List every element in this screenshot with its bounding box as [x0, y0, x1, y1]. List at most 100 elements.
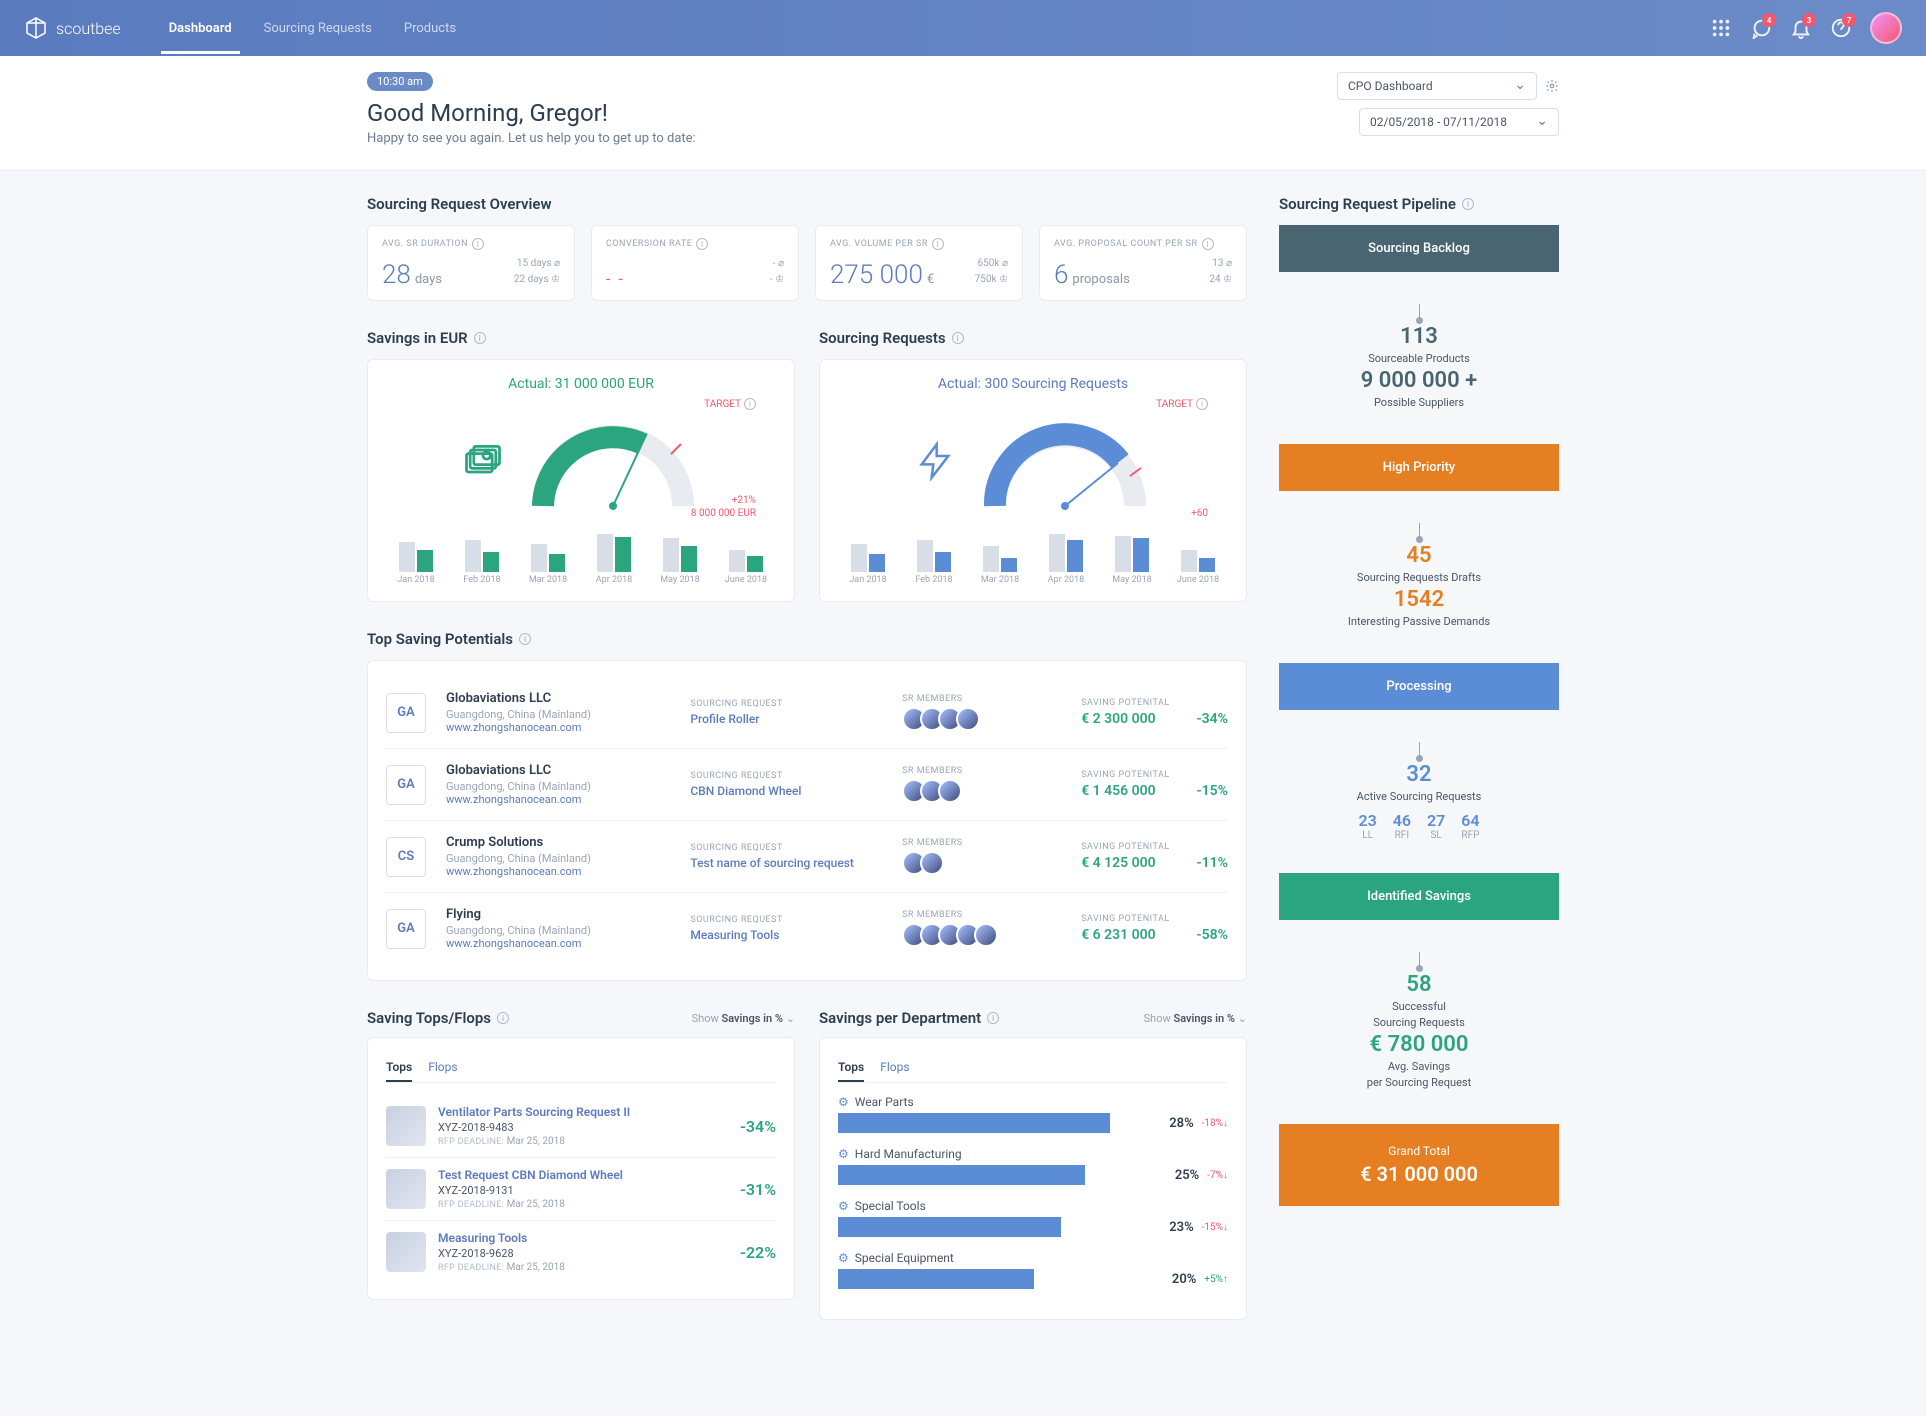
dept-row: ⚙ Wear Parts 28%-18%↓ [838, 1095, 1228, 1133]
greeting: Good Morning, Gregor! [367, 99, 696, 127]
request-link[interactable]: Profile Roller [690, 712, 886, 726]
info-icon[interactable]: i [696, 238, 708, 250]
settings-icon[interactable] [1545, 79, 1559, 93]
company-link[interactable]: www.zhongshanocean.com [446, 793, 674, 806]
member-avatars [902, 923, 1065, 947]
tab-flops[interactable]: Flops [880, 1054, 909, 1082]
company-link[interactable]: www.zhongshanocean.com [446, 865, 674, 878]
potential-row[interactable]: CS Crump SolutionsGuangdong, China (Main… [386, 821, 1228, 893]
request-link[interactable]: Test name of sourcing request [690, 856, 886, 870]
target-label: TARGETi [704, 398, 756, 410]
dept-row: ⚙ Special Tools 23%-15%↓ [838, 1199, 1228, 1237]
info-icon[interactable]: i [474, 332, 486, 344]
messages-icon[interactable]: 4 [1750, 17, 1772, 39]
show-filter[interactable]: Show Savings in % ⌄ [1144, 1012, 1247, 1025]
overview-title: Sourcing Request Overview [367, 195, 1247, 213]
info-icon[interactable]: i [1202, 238, 1214, 250]
pipeline-stage-body: 32Active Sourcing Requests23LL46RFI27SL6… [1279, 710, 1559, 873]
savings-section: Savings in EURi Actual: 31 000 000 EUR T… [367, 329, 795, 602]
kpi-card: CONVERSION RATEi - - - ⌀- ♔ [591, 225, 799, 301]
info-icon[interactable]: i [1462, 198, 1474, 210]
potential-row[interactable]: GA Globaviations LLCGuangdong, China (Ma… [386, 677, 1228, 749]
item-thumb [386, 1232, 426, 1272]
tab-flops[interactable]: Flops [428, 1054, 457, 1082]
pipeline-stage-header: High Priority [1279, 444, 1559, 491]
kpi-card: AVG. PROPOSAL COUNT PER SRi 6proposals 1… [1039, 225, 1247, 301]
topflop-row[interactable]: Measuring ToolsXYZ-2018-9628RFP DEADLINE… [386, 1221, 776, 1283]
item-thumb [386, 1106, 426, 1146]
info-icon[interactable]: i [932, 238, 944, 250]
requests-icon [911, 437, 959, 485]
nav-tabs: Dashboard Sourcing Requests Products [169, 3, 1710, 54]
user-avatar[interactable] [1870, 12, 1902, 44]
bell-icon[interactable]: 3 [1790, 17, 1812, 39]
show-filter[interactable]: Show Savings in % ⌄ [692, 1012, 795, 1025]
item-thumb [386, 1169, 426, 1209]
topflop-row[interactable]: Test Request CBN Diamond WheelXYZ-2018-9… [386, 1158, 776, 1221]
dept-row: ⚙ Hard Manufacturing 25%-7%↓ [838, 1147, 1228, 1185]
link-icon: ⚙ [838, 1199, 849, 1213]
info-icon[interactable]: i [472, 238, 484, 250]
pipeline-stage-header: Identified Savings [1279, 873, 1559, 920]
member-avatars [902, 707, 1065, 731]
pipeline-stage-body: 45Sourcing Requests Drafts1542Interestin… [1279, 491, 1559, 663]
apps-icon[interactable] [1710, 17, 1732, 39]
link-icon: ⚙ [838, 1251, 849, 1265]
tab-tops[interactable]: Tops [386, 1054, 412, 1082]
company-code: GA [386, 909, 426, 949]
topbar-actions: 4 3 7 [1710, 12, 1902, 44]
savings-delta: +21%8 000 000 EUR [691, 494, 756, 520]
info-icon[interactable]: i [952, 332, 964, 344]
topflop-row[interactable]: Ventilator Parts Sourcing Request IIXYZ-… [386, 1095, 776, 1158]
link-icon: ⚙ [838, 1147, 849, 1161]
pipeline-stage-header: Sourcing Backlog [1279, 225, 1559, 272]
dashboard-select[interactable]: CPO Dashboard [1337, 72, 1537, 100]
pipeline-total: Grand Total€ 31 000 000 [1279, 1124, 1559, 1206]
info-icon[interactable]: i [987, 1012, 999, 1024]
dept-row: ⚙ Special Equipment 20%+5%↑ [838, 1251, 1228, 1289]
savings-icon [459, 437, 507, 485]
nav-tab-products[interactable]: Products [404, 3, 456, 54]
kpi-card: AVG. SR DURATIONi 28days 15 days ⌀22 day… [367, 225, 575, 301]
nav-tab-sourcing[interactable]: Sourcing Requests [264, 3, 372, 54]
company-name: Globaviations LLC [446, 763, 674, 778]
nav-tab-dashboard[interactable]: Dashboard [169, 3, 232, 54]
brand-name: scoutbee [56, 19, 121, 38]
messages-badge: 4 [1762, 13, 1776, 27]
pipeline-stage-body: 113Sourceable Products9 000 000 +Possibl… [1279, 272, 1559, 444]
potentials-section: Top Saving Potentialsi GA Globaviations … [367, 630, 1247, 981]
request-link[interactable]: Measuring Tools [690, 928, 886, 942]
info-icon[interactable]: i [519, 633, 531, 645]
tab-tops[interactable]: Tops [838, 1054, 864, 1082]
requests-actual: Actual: 300 Sourcing Requests [838, 376, 1228, 392]
subgreeting: Happy to see you again. Let us help you … [367, 131, 696, 146]
brand-logo[interactable]: scoutbee [24, 16, 121, 40]
topbar: scoutbee Dashboard Sourcing Requests Pro… [0, 0, 1926, 56]
company-name: Crump Solutions [446, 835, 674, 850]
savings-actual: Actual: 31 000 000 EUR [386, 376, 776, 392]
pipeline-stage-header: Processing [1279, 663, 1559, 710]
overview-section: Sourcing Request Overview AVG. SR DURATI… [367, 195, 1247, 301]
company-code: CS [386, 837, 426, 877]
help-badge: 7 [1842, 13, 1856, 27]
company-code: GA [386, 765, 426, 805]
date-range-select[interactable]: 02/05/2018 - 07/11/2018 [1359, 108, 1559, 136]
request-link[interactable]: CBN Diamond Wheel [690, 784, 886, 798]
company-name: Flying [446, 907, 674, 922]
pipeline-stage-body: 58SuccessfulSourcing Requests€ 780 000Av… [1279, 920, 1559, 1124]
company-name: Globaviations LLC [446, 691, 674, 706]
help-icon[interactable]: 7 [1830, 17, 1852, 39]
potential-row[interactable]: GA FlyingGuangdong, China (Mainland)www.… [386, 893, 1228, 964]
company-link[interactable]: www.zhongshanocean.com [446, 937, 674, 950]
company-link[interactable]: www.zhongshanocean.com [446, 721, 674, 734]
potential-row[interactable]: GA Globaviations LLCGuangdong, China (Ma… [386, 749, 1228, 821]
link-icon: ⚙ [838, 1095, 849, 1109]
bell-badge: 3 [1802, 13, 1816, 27]
info-icon[interactable]: i [497, 1012, 509, 1024]
dept-section: Savings per Departmenti Show Savings in … [819, 1009, 1247, 1320]
page-header: 10:30 am Good Morning, Gregor! Happy to … [0, 56, 1926, 171]
member-avatars [902, 851, 1065, 875]
kpi-card: AVG. VOLUME PER SRi 275 000€ 650k ⌀750k … [815, 225, 1023, 301]
requests-section: Sourcing Requestsi Actual: 300 Sourcing … [819, 329, 1247, 602]
time-pill: 10:30 am [367, 72, 433, 91]
